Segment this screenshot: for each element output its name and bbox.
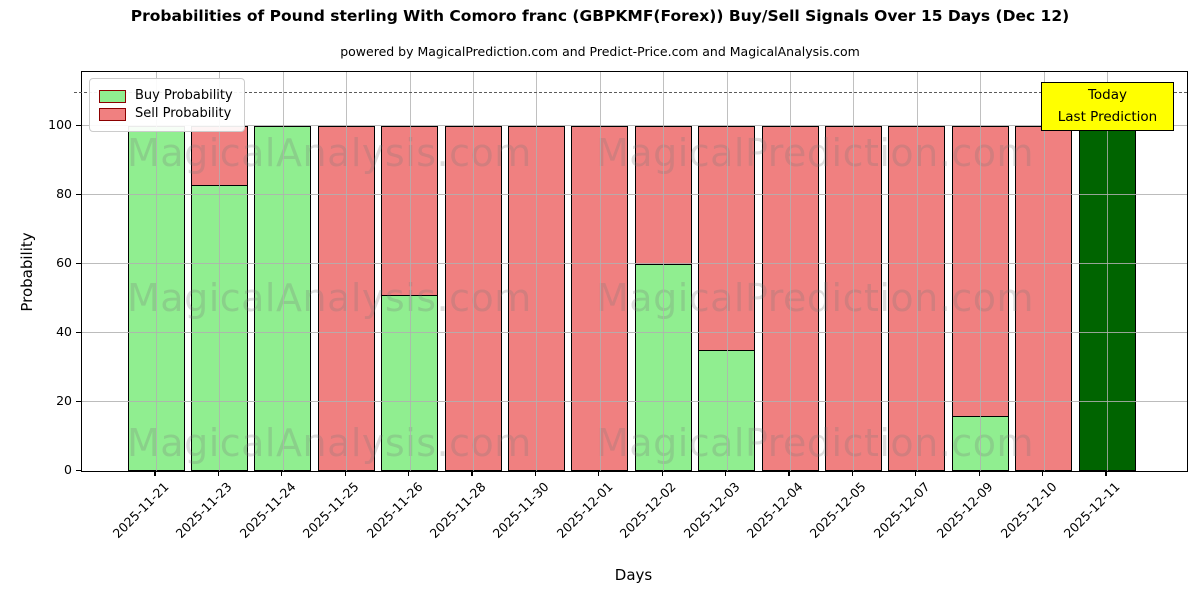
x-tick [915,471,917,477]
y-tick-label: 0 [64,462,72,477]
vertical-gridline [536,72,538,471]
vertical-gridline [599,72,601,471]
vertical-gridline [1043,72,1045,471]
x-tick [408,471,410,477]
x-tick [217,471,220,477]
y-tick-label: 60 [56,255,72,271]
x-tick [534,471,537,477]
sell-swatch [99,107,126,121]
x-tick [1105,471,1107,477]
watermark-text: MagicalAnalysis.com [127,276,532,320]
legend-label-sell: Sell Probability [135,106,232,121]
watermark-text: MagicalPrediction.com [596,421,1034,465]
legend-item-sell: Sell Probability [99,106,233,122]
legend-label-buy: Buy Probability [135,88,233,103]
today-annotation-line1: Today [1087,87,1128,103]
x-tick [598,471,600,477]
y-tick [76,469,81,471]
today-annotation-line2: Last Prediction [1057,108,1158,125]
horizontal-gridline [82,263,1187,265]
x-tick [154,471,156,477]
plot-area: MagicalAnalysis.com MagicalPrediction.com… [74,71,1188,472]
y-tick [76,400,81,402]
x-tick [788,471,790,477]
y-axis-label: Probability [18,232,36,312]
x-tick [851,471,854,477]
vertical-gridline [790,72,791,471]
x-tick [344,471,346,477]
vertical-gridline [663,72,665,471]
horizontal-gridline [82,125,1187,127]
x-tick [725,471,727,477]
y-tick-label: 20 [56,393,72,409]
y-tick [76,262,81,264]
y-tick [76,331,81,333]
vertical-gridline [473,72,474,471]
chart-title: Probabilities of Pound sterling With Com… [130,7,1070,25]
y-tick-label: 40 [56,324,72,340]
watermark-text: MagicalPrediction.com [596,276,1034,320]
y-tick [76,124,81,126]
vertical-gridline [1107,72,1108,471]
vertical-gridline [980,72,982,471]
x-axis-label: Days [614,566,653,584]
today-annotation: Today Last Prediction [1041,82,1174,132]
y-tick [76,193,81,195]
vertical-gridline [916,72,918,471]
horizontal-gridline [82,401,1187,403]
vertical-gridline [726,72,728,471]
horizontal-gridline [82,332,1187,334]
watermark-text: MagicalAnalysis.com [127,131,532,175]
x-tick [471,471,473,477]
vertical-gridline [409,72,411,471]
vertical-gridline [282,72,284,471]
vertical-gridline [219,72,221,471]
legend-item-buy: Buy Probability [99,88,233,104]
x-tick [661,471,663,477]
vertical-gridline [853,72,855,471]
x-tick [281,471,283,477]
x-tick [978,471,980,477]
buy-swatch [99,89,126,103]
y-tick-label: 80 [56,186,72,202]
vertical-gridline [346,72,348,471]
x-tick [1042,471,1044,477]
watermark-text: MagicalAnalysis.com [127,421,532,465]
y-tick-label: 100 [48,117,72,133]
vertical-gridline [156,72,157,471]
chart-subtitle: powered by MagicalPrediction.com and Pre… [340,44,860,59]
threshold-dashed-line [74,91,1187,93]
watermark-text: MagicalPrediction.com [596,131,1034,175]
horizontal-gridline [82,194,1187,196]
legend: Buy Probability Sell Probability [89,78,245,132]
